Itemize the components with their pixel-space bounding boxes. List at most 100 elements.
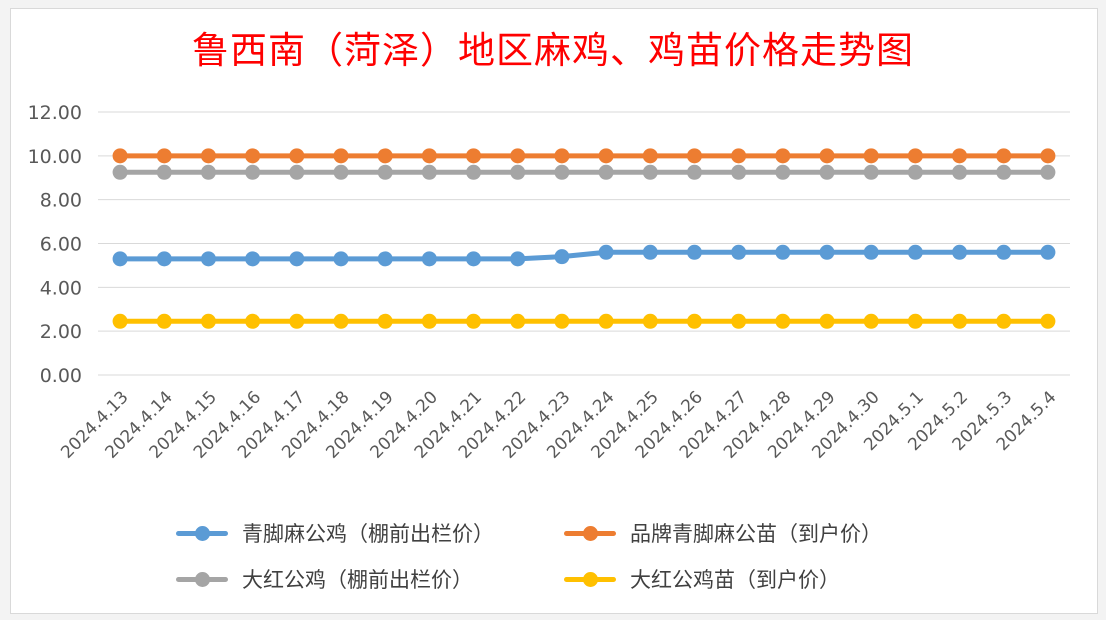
- data-point: [421, 313, 437, 329]
- data-point: [775, 148, 791, 164]
- data-point: [907, 164, 923, 180]
- data-point: [156, 164, 172, 180]
- data-point: [1040, 164, 1056, 180]
- data-point: [245, 148, 261, 164]
- data-point: [245, 251, 261, 267]
- data-point: [377, 164, 393, 180]
- data-point: [598, 313, 614, 329]
- data-point: [377, 251, 393, 267]
- data-point: [200, 164, 216, 180]
- data-point: [642, 164, 658, 180]
- data-point: [775, 313, 791, 329]
- data-point: [952, 148, 968, 164]
- legend-item: 大红公鸡（棚前出栏价）: [170, 564, 558, 594]
- data-point: [686, 244, 702, 260]
- data-point: [598, 148, 614, 164]
- data-point: [863, 164, 879, 180]
- y-tick-label: 4.00: [40, 277, 82, 299]
- data-point: [466, 148, 482, 164]
- data-point: [377, 313, 393, 329]
- data-point: [156, 148, 172, 164]
- data-point: [200, 313, 216, 329]
- data-point: [245, 164, 261, 180]
- legend-swatch: [558, 522, 622, 544]
- data-point: [731, 164, 747, 180]
- data-point: [819, 148, 835, 164]
- data-point: [1040, 244, 1056, 260]
- data-point: [377, 148, 393, 164]
- data-point: [775, 164, 791, 180]
- data-point: [156, 313, 172, 329]
- data-point: [421, 164, 437, 180]
- data-point: [156, 251, 172, 267]
- data-point: [819, 244, 835, 260]
- data-point: [996, 164, 1012, 180]
- data-point: [289, 148, 305, 164]
- legend-label: 青脚麻公鸡（棚前出栏价）: [242, 522, 494, 546]
- data-point: [907, 148, 923, 164]
- y-tick-label: 12.00: [28, 102, 82, 124]
- legend-label: 大红公鸡（棚前出栏价）: [242, 568, 473, 592]
- data-point: [686, 164, 702, 180]
- data-point: [200, 251, 216, 267]
- data-point: [421, 251, 437, 267]
- legend-item: 品牌青脚麻公苗（到户价）: [558, 518, 978, 548]
- data-point: [819, 164, 835, 180]
- data-point: [775, 244, 791, 260]
- data-point: [112, 148, 128, 164]
- data-point: [289, 251, 305, 267]
- legend-swatch: [170, 568, 234, 590]
- data-point: [333, 148, 349, 164]
- legend: 青脚麻公鸡（棚前出栏价） 品牌青脚麻公苗（到户价） 大红公鸡（棚前出栏价） 大红公鸡苗…: [170, 518, 990, 594]
- data-point: [731, 148, 747, 164]
- y-tick-label: 6.00: [40, 234, 82, 256]
- series-line-1: [117, 249, 1051, 262]
- data-point: [952, 313, 968, 329]
- data-point: [863, 313, 879, 329]
- data-point: [333, 164, 349, 180]
- data-point: [642, 244, 658, 260]
- data-point: [907, 313, 923, 329]
- legend-item: 青脚麻公鸡（棚前出栏价）: [170, 518, 558, 548]
- data-point: [466, 313, 482, 329]
- y-tick-label: 8.00: [40, 190, 82, 212]
- data-point: [731, 313, 747, 329]
- data-point: [996, 244, 1012, 260]
- data-point: [245, 313, 261, 329]
- data-point: [289, 164, 305, 180]
- data-point: [510, 251, 526, 267]
- data-point: [686, 313, 702, 329]
- data-point: [996, 148, 1012, 164]
- data-point: [554, 164, 570, 180]
- data-point: [289, 313, 305, 329]
- data-point: [907, 244, 923, 260]
- y-tick-label: 2.00: [40, 321, 82, 343]
- data-point: [200, 148, 216, 164]
- data-point: [510, 164, 526, 180]
- chart-title: 鲁西南（菏泽）地区麻鸡、鸡苗价格走势图: [192, 29, 914, 72]
- data-point: [731, 244, 747, 260]
- data-point: [421, 148, 437, 164]
- data-point: [112, 164, 128, 180]
- data-point: [1040, 313, 1056, 329]
- data-point: [598, 244, 614, 260]
- data-point: [642, 148, 658, 164]
- data-point: [466, 164, 482, 180]
- data-point: [863, 148, 879, 164]
- y-tick-label: 0.00: [40, 365, 82, 387]
- legend-label: 大红公鸡苗（到户价）: [630, 568, 840, 592]
- data-point: [642, 313, 658, 329]
- data-point: [863, 244, 879, 260]
- data-point: [952, 164, 968, 180]
- legend-swatch: [558, 568, 622, 590]
- data-point: [554, 148, 570, 164]
- data-point: [686, 148, 702, 164]
- chart-area: [10, 8, 1098, 614]
- data-point: [466, 251, 482, 267]
- data-point: [1040, 148, 1056, 164]
- data-point: [819, 313, 835, 329]
- data-point: [952, 244, 968, 260]
- data-point: [333, 251, 349, 267]
